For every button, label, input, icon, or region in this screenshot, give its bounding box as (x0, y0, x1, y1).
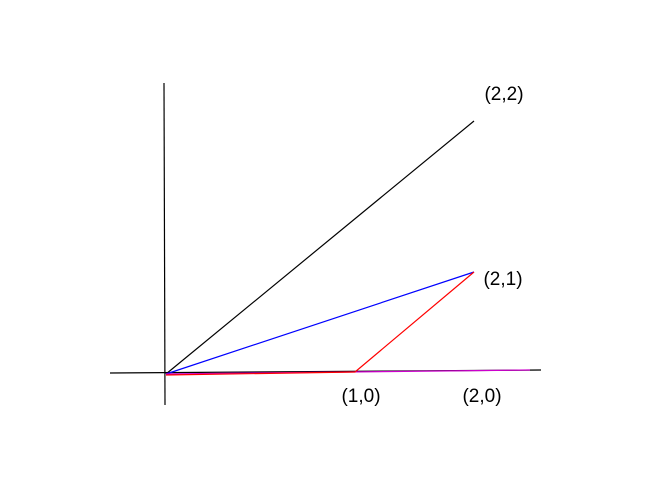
vector-2-2 (165, 120, 475, 375)
node-label: (1,0) (341, 386, 380, 407)
node-label: (2,1) (483, 269, 522, 290)
vector-path-1-0 (165, 271, 475, 376)
y-axis (163, 82, 166, 406)
node-label: (2,0) (462, 386, 501, 407)
node-label: (2,2) (484, 84, 523, 105)
vector-2-1 (165, 271, 475, 375)
